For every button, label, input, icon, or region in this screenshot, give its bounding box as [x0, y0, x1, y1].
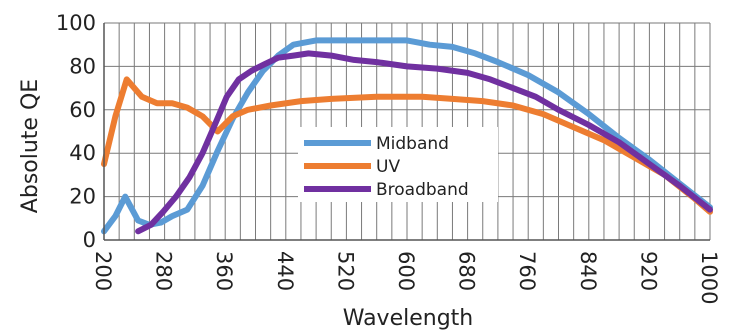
x-tick-label: 600: [394, 251, 418, 291]
y-tick-label: 80: [69, 54, 96, 78]
y-tick-labels: 0 20 40 60 80 100: [56, 11, 96, 252]
x-tick-label: 360: [212, 251, 236, 291]
legend: Midband UV Broadband: [298, 127, 498, 202]
axes: [103, 23, 710, 241]
x-tick-label: 1000: [697, 251, 721, 304]
series-line-broadband: [135, 50, 713, 235]
legend-label-broadband: Broadband: [376, 180, 469, 200]
x-axis-title: Wavelength: [343, 306, 474, 331]
series-lines: [101, 37, 713, 235]
y-axis-title: Absolute QE: [18, 79, 43, 213]
x-tick-label: 920: [636, 251, 660, 291]
legend-label-midband: Midband: [376, 134, 449, 154]
y-tick-label: 60: [69, 98, 96, 122]
x-tick-label: 280: [152, 251, 176, 291]
x-tick-labels: 200 280 360 440 520 600 680 760 840 920 1000: [91, 251, 721, 304]
x-tick-label: 200: [91, 251, 115, 291]
x-tick-label: 440: [273, 251, 297, 291]
x-tick-label: 680: [455, 251, 479, 291]
x-tick-label: 840: [576, 251, 600, 291]
series-line-midband: [101, 37, 713, 235]
series-line-uv: [101, 76, 713, 215]
x-tick-label: 520: [333, 251, 357, 291]
y-tick-label: 0: [83, 228, 96, 252]
y-tick-label: 20: [69, 185, 96, 209]
y-tick-label: 40: [69, 141, 96, 165]
y-tick-label: 100: [56, 11, 96, 35]
legend-label-uv: UV: [376, 157, 400, 177]
x-tick-label: 760: [515, 251, 539, 291]
